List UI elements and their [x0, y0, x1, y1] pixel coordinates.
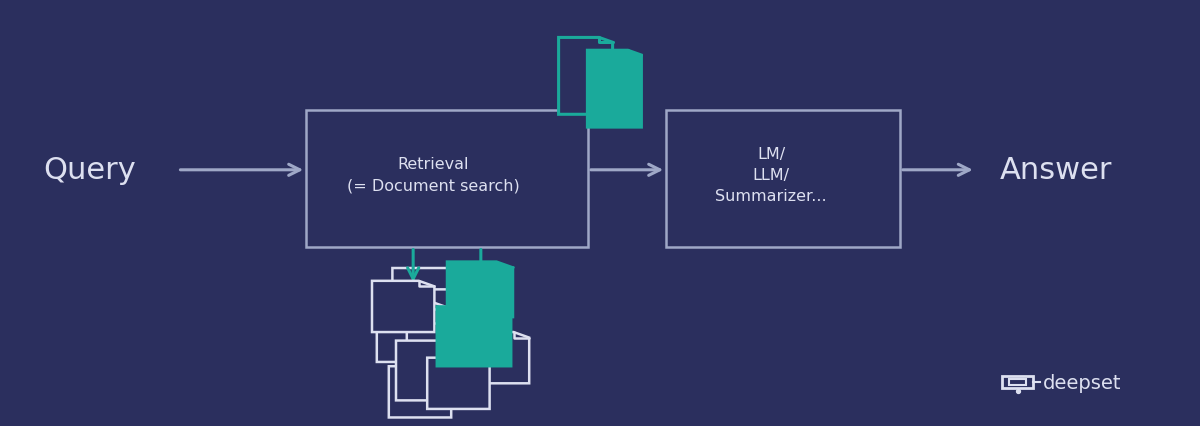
- FancyBboxPatch shape: [666, 111, 900, 247]
- Polygon shape: [588, 51, 641, 128]
- Text: LM/
LLM/
Summarizer...: LM/ LLM/ Summarizer...: [715, 146, 827, 203]
- Polygon shape: [437, 307, 511, 366]
- Text: deepset: deepset: [1043, 373, 1121, 391]
- Polygon shape: [407, 324, 481, 383]
- Polygon shape: [425, 290, 499, 349]
- Text: Retrieval
(= Document search): Retrieval (= Document search): [347, 157, 520, 193]
- Polygon shape: [558, 38, 612, 115]
- Polygon shape: [377, 302, 451, 362]
- Polygon shape: [389, 366, 451, 417]
- Text: Query: Query: [43, 156, 137, 185]
- Polygon shape: [467, 332, 529, 383]
- Text: Answer: Answer: [1000, 156, 1112, 185]
- FancyBboxPatch shape: [306, 111, 588, 247]
- Polygon shape: [427, 358, 490, 409]
- Polygon shape: [372, 281, 434, 332]
- Polygon shape: [392, 268, 467, 328]
- Polygon shape: [446, 262, 514, 317]
- Polygon shape: [396, 341, 468, 400]
